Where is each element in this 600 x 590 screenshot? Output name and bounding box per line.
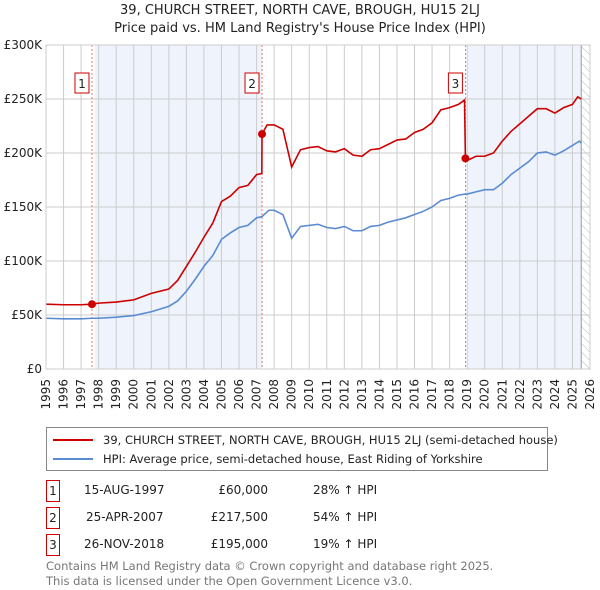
sale-point xyxy=(461,154,470,163)
x-tick-label: 2012 xyxy=(337,379,351,410)
sale-row: 2 25-APR-2007 £217,500 54% ↑ HPI xyxy=(46,507,546,529)
price-chart: 1995 1996 1997 1998 1999 2000 2001 2002 2003 2004… xyxy=(4,38,597,410)
x-tick-label: 2000 xyxy=(127,379,141,410)
sale-date: 26-NOV-2018 xyxy=(84,537,165,551)
x-tick-label: 2022 xyxy=(513,379,527,410)
x-tick-label: 2007 xyxy=(250,379,264,410)
sale-price: £217,500 xyxy=(210,510,268,524)
y-tick-label: £100K xyxy=(4,254,44,268)
chart-subtitle: Price paid vs. HM Land Registry's House … xyxy=(114,21,486,36)
y-tick-label: £150K xyxy=(4,200,44,214)
license-text: This data is licensed under the Open Gov… xyxy=(46,574,413,588)
y-tick-label: £0 xyxy=(27,362,42,376)
sale-marker-box xyxy=(74,72,90,94)
chart-title: 39, CHURCH STREET, NORTH CAVE, BROUGH, H… xyxy=(120,3,480,18)
x-tick-label: 2018 xyxy=(443,379,457,410)
x-tick-label: 1998 xyxy=(92,379,106,410)
x-tick-label: 2020 xyxy=(478,379,492,410)
x-tick-label: 2017 xyxy=(425,379,439,410)
sale-row: 3 26-NOV-2018 £195,000 19% ↑ HPI xyxy=(46,534,546,556)
x-tick-label: 2006 xyxy=(232,379,246,410)
legend-label: HPI: Average price, semi-detached house,… xyxy=(103,452,483,466)
sale-marker-number: 2 xyxy=(248,77,256,91)
legend-item-property: 39, CHURCH STREET, NORTH CAVE, BROUGH, H… xyxy=(53,433,558,447)
sale-date: 25-APR-2007 xyxy=(86,510,164,524)
x-tick-label: 2011 xyxy=(320,379,334,410)
x-tick-label: 2009 xyxy=(285,379,299,410)
x-tick-label: 2003 xyxy=(179,379,193,410)
sale-marker-number: 1 xyxy=(78,77,86,91)
hpi-line xyxy=(45,140,582,320)
sale-marker-box xyxy=(447,72,463,94)
legend-item-hpi: HPI: Average price, semi-detached house,… xyxy=(53,452,483,466)
x-tick-label: 2025 xyxy=(565,379,579,410)
legend-label: 39, CHURCH STREET, NORTH CAVE, BROUGH, H… xyxy=(103,433,558,447)
sale-point xyxy=(87,300,96,309)
property-price-line xyxy=(45,95,582,306)
x-tick-label: 2002 xyxy=(162,379,176,410)
x-tick-label: 2008 xyxy=(267,379,281,410)
x-tick-label: 2023 xyxy=(530,379,544,410)
x-tick-label: 1996 xyxy=(57,379,71,410)
x-tick-label: 2015 xyxy=(390,379,404,410)
legend: 39, CHURCH STREET, NORTH CAVE, BROUGH, H… xyxy=(46,427,558,471)
x-tick-label: 1999 xyxy=(109,379,123,410)
x-tick-label: 2016 xyxy=(408,379,422,410)
sale-price: £60,000 xyxy=(218,483,268,497)
sale-row: 1 15-AUG-1997 £60,000 28% ↑ HPI xyxy=(46,480,546,502)
copyright-text: Contains HM Land Registry data © Crown c… xyxy=(46,559,494,573)
sale-marker-label: 3 xyxy=(46,534,60,556)
x-tick-label: 2014 xyxy=(372,379,386,410)
sale-price: £195,000 xyxy=(210,537,268,551)
sale-marker-label: 2 xyxy=(46,507,60,529)
x-tick-label: 1995 xyxy=(39,379,53,410)
x-tick-label: 1997 xyxy=(74,379,88,410)
sale-hpi: 54% ↑ HPI xyxy=(313,510,378,524)
x-tick-label: 2010 xyxy=(302,379,316,410)
y-tick-label: £200K xyxy=(4,146,44,160)
x-tick-label: 2024 xyxy=(548,379,562,410)
sale-marker-number: 3 xyxy=(452,77,460,91)
sale-hpi: 19% ↑ HPI xyxy=(313,537,378,551)
sale-date: 15-AUG-1997 xyxy=(84,483,165,497)
x-tick-label: 2026 xyxy=(583,379,597,410)
y-tick-label: £50K xyxy=(11,308,43,322)
y-tick-label: £300K xyxy=(4,38,44,52)
sale-marker-label: 1 xyxy=(46,480,60,502)
x-tick-label: 2004 xyxy=(197,379,211,410)
y-tick-label: £250K xyxy=(4,92,44,106)
x-tick-label: 2021 xyxy=(495,379,509,410)
sale-marker-box xyxy=(244,72,260,94)
x-tick-label: 2005 xyxy=(214,379,228,410)
x-tick-label: 2001 xyxy=(144,379,158,410)
sale-point xyxy=(258,130,267,139)
legend-swatch-blue xyxy=(53,458,93,460)
legend-swatch-red xyxy=(53,439,93,441)
x-tick-label: 2013 xyxy=(355,379,369,410)
sale-hpi: 28% ↑ HPI xyxy=(313,483,378,497)
plot-border xyxy=(45,44,591,370)
x-tick-label: 2019 xyxy=(460,379,474,410)
